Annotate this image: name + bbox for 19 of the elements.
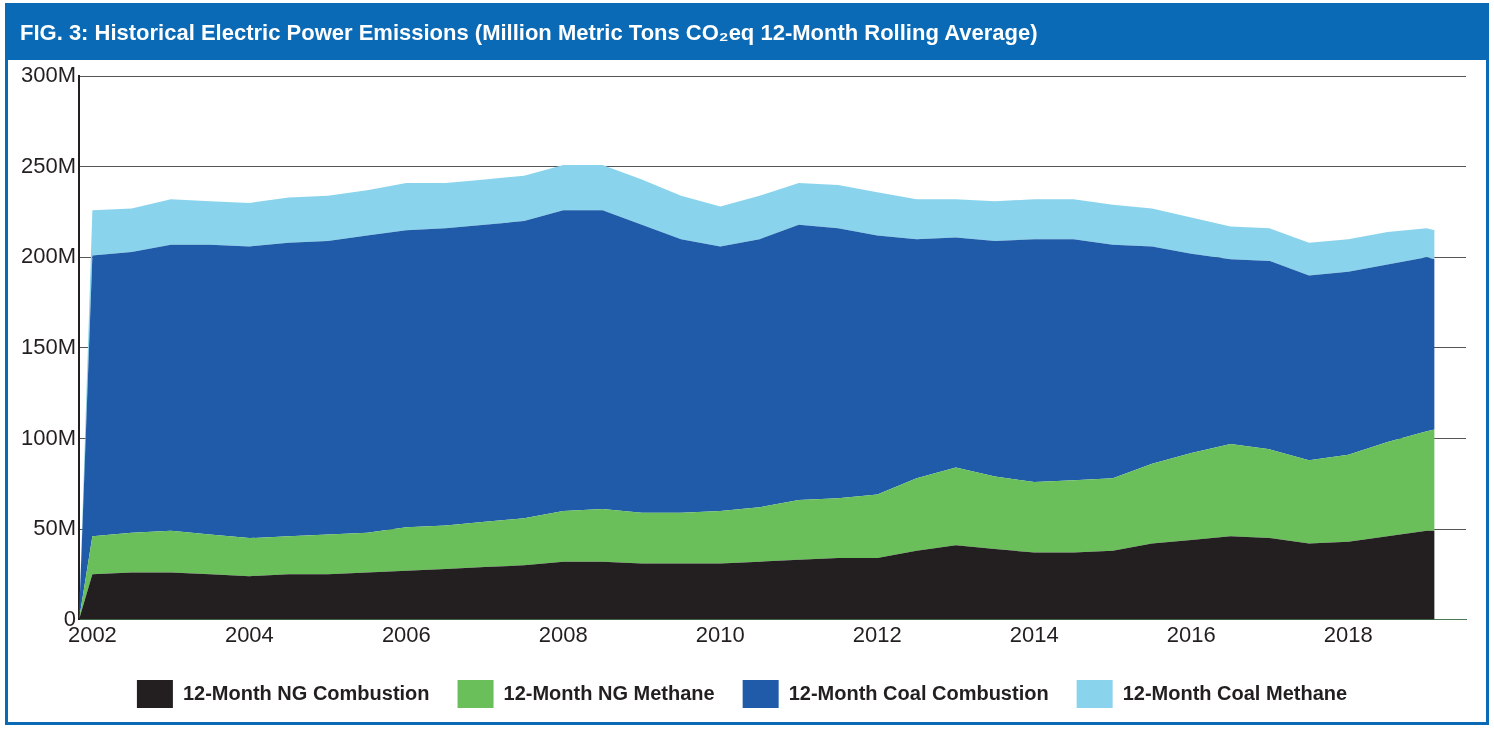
- legend-label: 12-Month NG Methane: [503, 681, 715, 704]
- y-tick-label: 100M: [20, 424, 77, 450]
- y-tick-label: 150M: [20, 333, 77, 359]
- y-tick-label: 200M: [20, 243, 77, 269]
- x-tick-label: 2018: [1323, 621, 1373, 647]
- legend-label: 12-Month Coal Methane: [1122, 681, 1348, 704]
- legend-label: 12-Month NG Combustion: [182, 681, 430, 704]
- y-tick-label: 250M: [20, 152, 77, 178]
- x-tick-label: 2010: [695, 621, 745, 647]
- x-tick-label: 2004: [224, 621, 274, 647]
- x-tick-label: 2012: [852, 621, 902, 647]
- legend-label: 12-Month Coal Combustion: [788, 681, 1049, 704]
- chart-title: FIG. 3: Historical Electric Power Emissions (Million Metric Tons CO₂eq 12-Month Rolling Average): [8, 6, 1486, 60]
- x-tick-label: 2006: [381, 621, 431, 647]
- x-tick-label: 2014: [1009, 621, 1059, 647]
- y-tick-label: 50M: [33, 515, 77, 541]
- y-tick-label: 300M: [20, 62, 77, 88]
- x-tick-label: 2008: [538, 621, 588, 647]
- x-tick-label: 2016: [1166, 621, 1216, 647]
